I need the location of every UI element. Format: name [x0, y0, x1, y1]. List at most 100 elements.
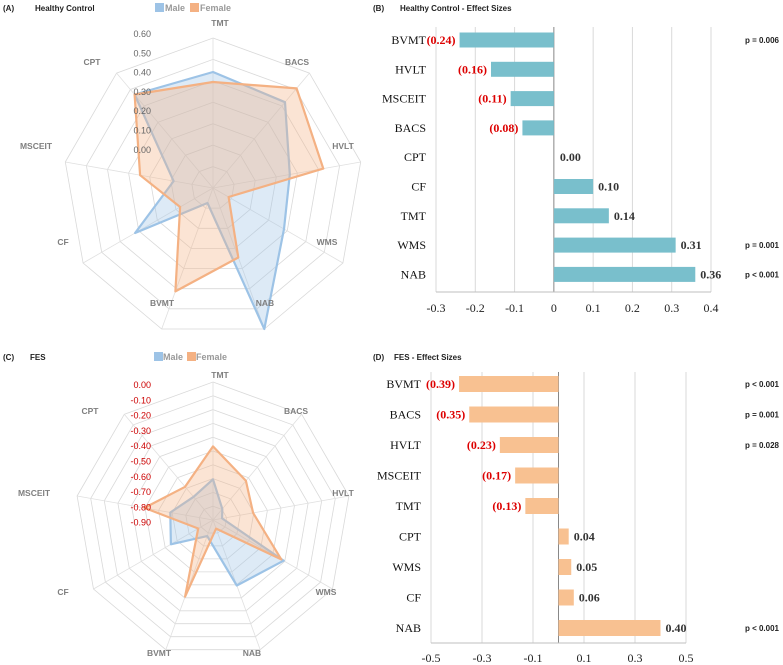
- legend-a-male-label: Male: [165, 3, 185, 13]
- category-label: NAB: [401, 267, 426, 281]
- radar-tick-label: 0.20: [133, 106, 151, 116]
- radar-chart-fes: 0.00 -0.10 -0.20 -0.30 -0.40 -0.50 -0.60 -0.70 -…: [18, 370, 355, 658]
- category-label: CF: [411, 180, 426, 194]
- radar-axis-label: TMT: [211, 370, 229, 380]
- value-label: (0.11): [478, 92, 506, 106]
- x-tick-label: 0.2: [625, 301, 640, 315]
- bar-nab: [553, 266, 696, 282]
- panel-d-label: (D): [373, 353, 384, 362]
- bar-bacs: [469, 406, 559, 423]
- radar-tick-label: 0.60: [133, 29, 151, 39]
- x-tick-label: 0.3: [664, 301, 679, 315]
- value-label: (0.24): [427, 33, 456, 47]
- category-label: HVLT: [395, 62, 427, 76]
- x-tick-label: 0.3: [628, 651, 643, 665]
- p-value-label: p = 0.001: [745, 241, 780, 250]
- value-label: 0.00: [560, 150, 581, 164]
- p-value-label: p < 0.001: [745, 270, 780, 279]
- radar-axis-label: NAB: [243, 648, 261, 658]
- radar-tick-label: 0.40: [133, 68, 151, 78]
- x-tick-label: 0.1: [586, 301, 601, 315]
- radar-spoke: [212, 414, 303, 521]
- radar-gridline: [191, 166, 235, 209]
- radar-series-male: [133, 70, 291, 331]
- value-label: (0.13): [492, 499, 521, 513]
- panel-a-label: (A): [3, 4, 14, 13]
- category-label: NAB: [396, 621, 421, 635]
- radar-gridline: [85, 58, 341, 310]
- x-tick-label: -0.1: [524, 651, 543, 665]
- legend-c-male-label: Male: [163, 352, 183, 362]
- panel-b-label: (B): [373, 4, 384, 13]
- bar-bacs: [522, 120, 554, 136]
- p-value-label: p = 0.028: [745, 441, 780, 450]
- p-value-label: p < 0.001: [745, 380, 780, 389]
- bar-bvmt: [459, 32, 554, 48]
- radar-axis-label: MSCEIT: [18, 488, 51, 498]
- category-label: WMS: [397, 238, 426, 252]
- x-tick-label: 0: [551, 301, 557, 315]
- category-label: CF: [406, 591, 421, 605]
- radar-gridline: [149, 123, 277, 249]
- value-label: 0.05: [576, 560, 597, 574]
- x-tick-label: -0.3: [473, 651, 492, 665]
- value-label: 0.10: [598, 180, 619, 194]
- legend-c-female-swatch: [187, 352, 196, 361]
- bar-tmt: [525, 498, 559, 514]
- radar-spoke: [212, 72, 310, 189]
- radar-chart-healthy-control: 0.60 0.50 0.40 0.30 0.20 0.10 0.00 TMT BACS HVLT W…: [20, 18, 362, 331]
- p-value-label: p = 0.001: [745, 411, 780, 420]
- bar-tmt: [553, 208, 609, 224]
- x-tick-label: -0.5: [422, 651, 441, 665]
- panel-a-title: Healthy Control: [35, 4, 95, 13]
- radar-gridline: [107, 80, 319, 290]
- category-label: MSCEIT: [377, 469, 422, 483]
- radar-gridline: [144, 450, 282, 586]
- value-label: 0.36: [700, 267, 721, 281]
- radar-axis-label: HVLT: [332, 488, 354, 498]
- radar-tick-label: -0.70: [130, 487, 151, 497]
- category-label: BACS: [390, 408, 421, 422]
- panel-c-title: FES: [30, 353, 46, 362]
- radar-axis-label: BVMT: [150, 298, 175, 308]
- value-label: 0.40: [666, 621, 687, 635]
- radar-tick-label: -0.20: [130, 411, 151, 421]
- radar-gridline: [170, 144, 256, 229]
- category-label: BVMT: [386, 377, 421, 391]
- legend-a-female-swatch: [190, 3, 199, 12]
- category-label: CPT: [404, 150, 427, 164]
- radar-spoke: [212, 187, 344, 264]
- p-value-label: p < 0.001: [745, 624, 780, 633]
- radar-tick-label: 0.50: [133, 48, 151, 58]
- bar-hvlt: [491, 61, 554, 77]
- radar-axis-label: NAB: [256, 298, 274, 308]
- x-tick-label: -0.1: [505, 301, 524, 315]
- radar-gridline: [128, 101, 298, 269]
- radar-series-female: [133, 80, 325, 293]
- value-label: (0.17): [482, 469, 511, 483]
- radar-gridline: [171, 478, 255, 560]
- bar-cf: [553, 179, 594, 194]
- x-tick-label: 0.1: [577, 651, 592, 665]
- category-label: BACS: [395, 121, 426, 135]
- radar-gridline: [131, 436, 295, 599]
- radar-spoke: [82, 187, 214, 264]
- value-label: (0.08): [489, 121, 518, 135]
- bar-wms: [553, 237, 676, 253]
- radar-gridline: [76, 381, 350, 651]
- radar-gridline: [158, 464, 268, 573]
- radar-spoke: [212, 495, 349, 521]
- radar-spoke: [161, 187, 214, 330]
- panel-b-title: Healthy Control - Effect Sizes: [400, 4, 512, 13]
- radar-tick-label: 0.00: [133, 145, 151, 155]
- bar-msceit: [515, 467, 559, 484]
- x-tick-label: -0.3: [427, 301, 446, 315]
- category-label: MSCEIT: [382, 92, 427, 106]
- bar-chart-fes-effect-sizes: -0.5 -0.3 -0.1 0.1 0.3 0.5 BVMT (0.39) p < 0.001…: [377, 372, 780, 665]
- value-label: (0.16): [458, 62, 487, 76]
- value-label: (0.39): [426, 377, 455, 391]
- category-label: BVMT: [391, 33, 426, 47]
- radar-gridline: [64, 37, 362, 330]
- radar-axis-label: BACS: [284, 406, 308, 416]
- value-label: 0.04: [574, 530, 595, 544]
